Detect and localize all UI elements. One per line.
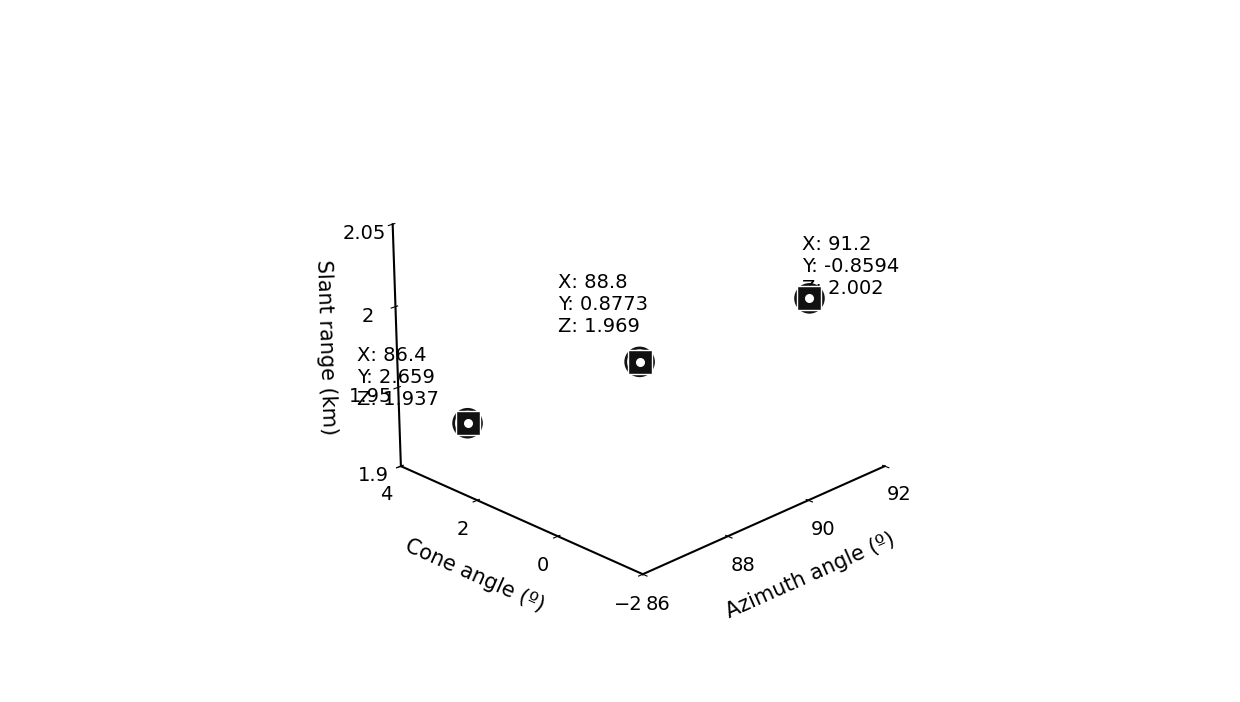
X-axis label: Azimuth angle (º): Azimuth angle (º)	[723, 529, 898, 622]
Y-axis label: Cone angle (º): Cone angle (º)	[402, 536, 548, 615]
